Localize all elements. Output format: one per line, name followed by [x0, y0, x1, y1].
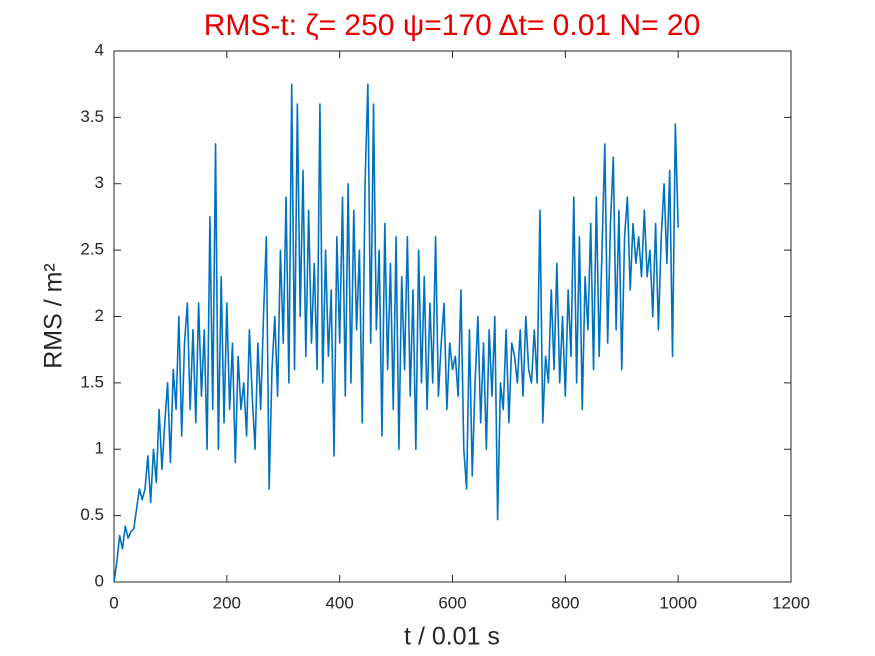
- y-tick-label: 0.5: [80, 505, 104, 524]
- y-tick-label: 1.5: [80, 372, 104, 391]
- y-tick-label: 2: [95, 306, 104, 325]
- x-tick-label: 1200: [772, 593, 810, 612]
- y-tick-label: 2.5: [80, 240, 104, 259]
- x-tick-label: 400: [325, 593, 353, 612]
- y-tick-label: 3.5: [80, 107, 104, 126]
- x-tick-label: 600: [438, 593, 466, 612]
- x-tick-label: 1000: [659, 593, 697, 612]
- x-tick-label: 200: [213, 593, 241, 612]
- y-axis-label: RMS / m²: [40, 263, 68, 369]
- data-line: [113, 83, 679, 583]
- y-tick-label: 0: [95, 571, 104, 590]
- y-tick-label: 1: [95, 439, 104, 458]
- chart-title: RMS-t: ζ= 250 ψ=170 Δt= 0.01 N= 20: [204, 9, 701, 42]
- y-tick-label: 4: [95, 40, 104, 59]
- x-tick-label: 0: [109, 593, 118, 612]
- y-tick-label: 3: [95, 173, 104, 192]
- x-tick-label: 800: [551, 593, 579, 612]
- x-axis-label: t / 0.01 s: [404, 623, 500, 651]
